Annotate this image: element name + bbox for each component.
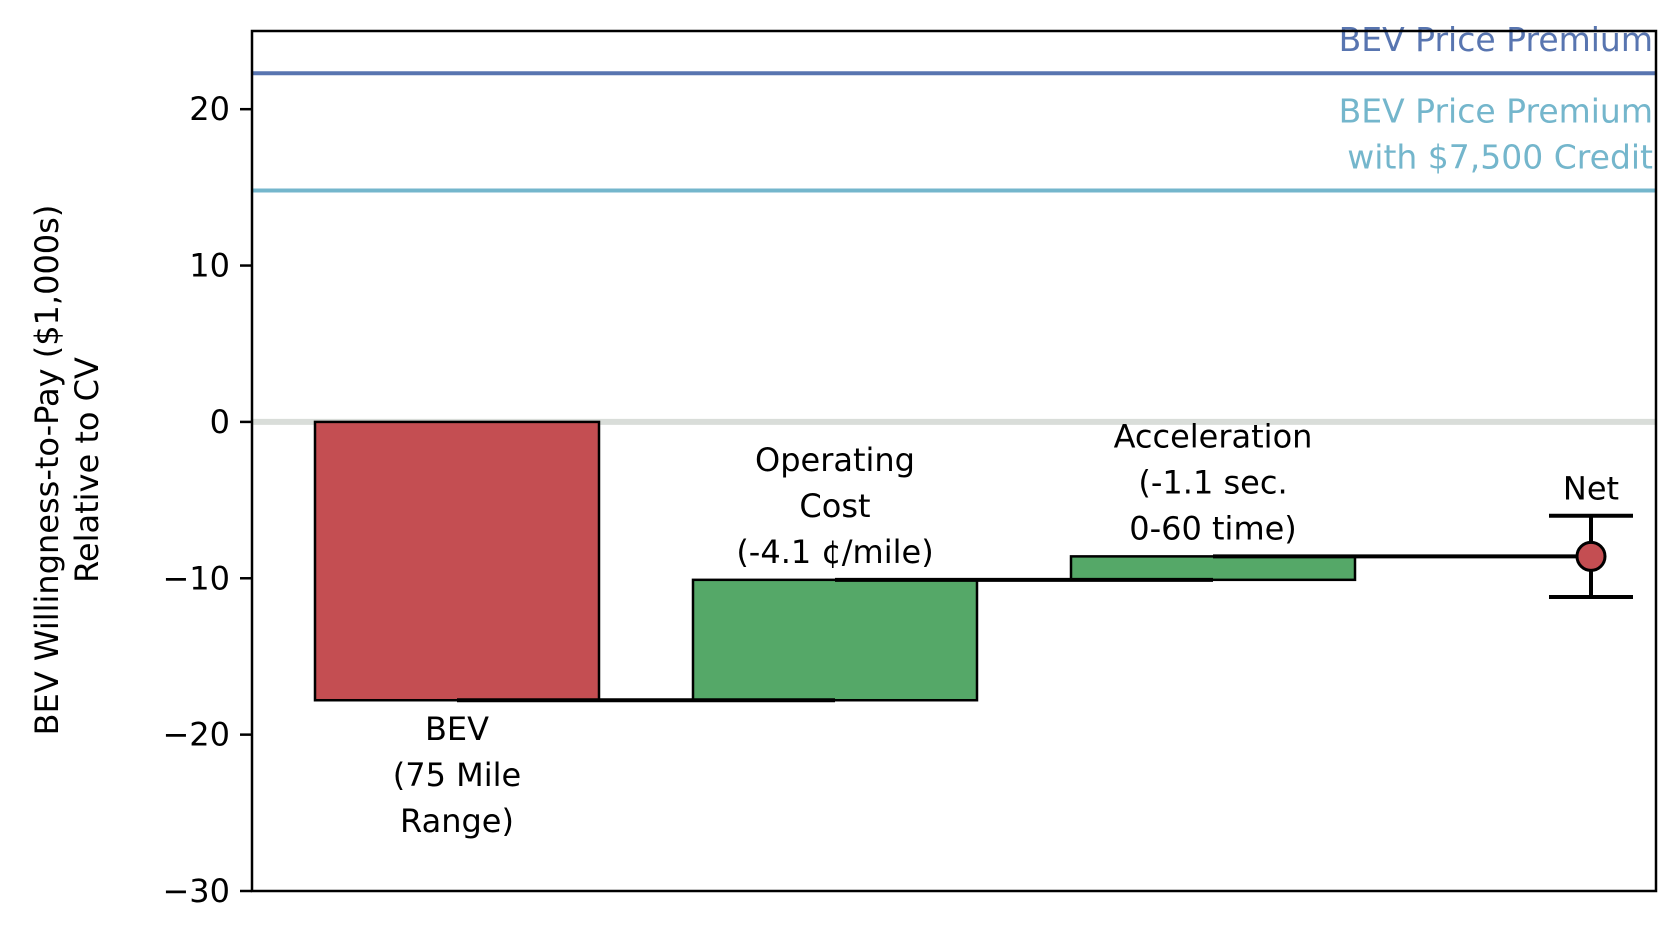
- y-tick-label-1: 20: [189, 90, 230, 128]
- reference-lines: BEV Price Premium BEV Price Premium with $…: [252, 20, 1656, 193]
- reference-line-label-2: BEV Price Premium with $7,500 Credit: [1339, 91, 1653, 176]
- y-axis: 20 10 0 −10 −20 −30: [162, 90, 252, 910]
- y-axis-label: BEV Willingness-to-Pay ($1,000s)Relative…: [28, 205, 106, 736]
- reference-line-label-1: BEV Price Premium: [1339, 20, 1653, 59]
- bar-labels: BEV (75 Mile Range) Operating Cost (-4.1 ¢/mi…: [393, 417, 1313, 840]
- net-point: [1575, 540, 1607, 572]
- y-tick-label-5: −20: [162, 716, 230, 754]
- y-tick-label-4: −10: [162, 559, 230, 597]
- y-tick-label-3: 0: [210, 403, 230, 441]
- connector-lines: [457, 554, 1591, 703]
- bar-label-1: BEV (75 Mile Range): [393, 710, 521, 840]
- y-tick-label-6: −30: [162, 872, 230, 910]
- bar-label-2: Operating Cost (-4.1 ¢/mile): [736, 441, 933, 571]
- bar-3: [1069, 555, 1357, 582]
- bar-label-3: Acceleration (-1.1 sec. 0-60 time): [1114, 417, 1313, 547]
- net-marker: Net: [1549, 470, 1633, 600]
- plot-frame: [250, 29, 1658, 893]
- y-tick-label-2: 10: [189, 247, 230, 285]
- bar-2: [691, 578, 979, 702]
- bar-1: [313, 420, 601, 702]
- net-label: Net: [1563, 470, 1619, 508]
